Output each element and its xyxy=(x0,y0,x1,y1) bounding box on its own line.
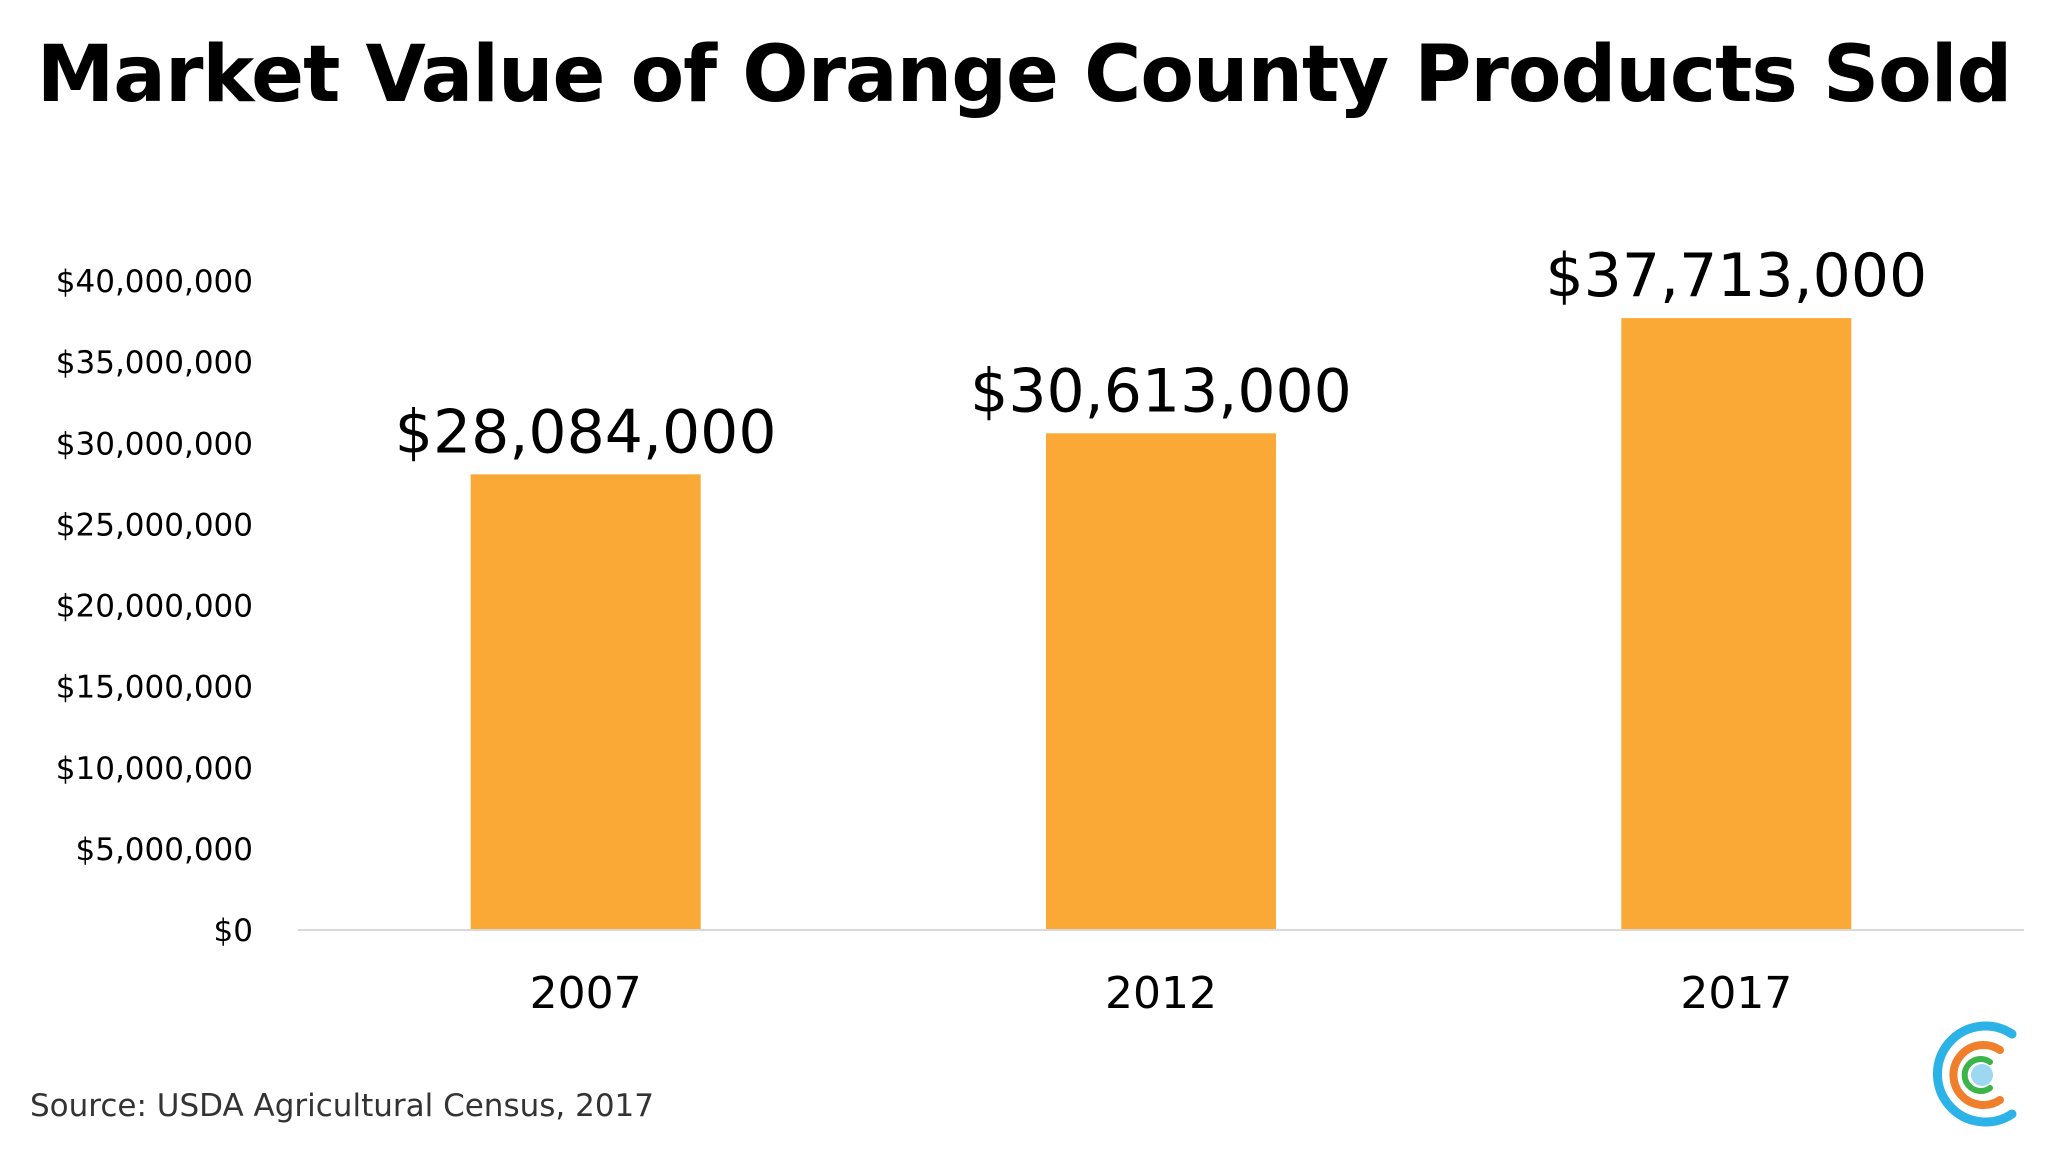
source-note: Source: USDA Agricultural Census, 2017 xyxy=(30,1088,654,1124)
data-labels: $28,084,000 $30,613,000 $37,713,000 xyxy=(395,241,1927,467)
bars xyxy=(470,318,1852,930)
chart-title: Market Value of Orange County Products S… xyxy=(36,30,2013,120)
logo-inner-arc xyxy=(1961,1056,1993,1094)
x-axis-tick-labels: 2007 2012 2017 xyxy=(530,968,1793,1019)
y-tick-label: $30,000,000 xyxy=(56,426,253,462)
bar xyxy=(1621,318,1852,930)
y-tick-label: $10,000,000 xyxy=(56,751,253,787)
y-tick-label: $35,000,000 xyxy=(56,345,253,381)
y-tick-label: $0 xyxy=(214,913,253,949)
data-label: $37,713,000 xyxy=(1545,241,1927,311)
y-tick-label: $15,000,000 xyxy=(56,670,253,706)
y-tick-label: $20,000,000 xyxy=(56,589,253,625)
data-label: $30,613,000 xyxy=(970,356,1352,426)
logo-outer-arc xyxy=(1932,1021,2017,1127)
concentric-c-logo-icon xyxy=(1932,1021,2017,1127)
x-tick-label: 2017 xyxy=(1680,968,1792,1019)
x-tick-label: 2007 xyxy=(530,968,642,1019)
bar xyxy=(1046,433,1276,930)
logo-middle-arc xyxy=(1949,1041,2004,1109)
x-tick-label: 2012 xyxy=(1105,968,1217,1019)
data-label: $28,084,000 xyxy=(395,397,777,467)
logo-center-dot xyxy=(1971,1064,1993,1086)
y-axis-tick-labels: $0 $5,000,000 $10,000,000 $15,000,000 $20,00… xyxy=(56,264,253,949)
bar xyxy=(470,474,701,930)
y-tick-label: $25,000,000 xyxy=(56,507,253,543)
y-tick-label: $5,000,000 xyxy=(76,832,254,868)
y-tick-label: $40,000,000 xyxy=(56,264,253,300)
